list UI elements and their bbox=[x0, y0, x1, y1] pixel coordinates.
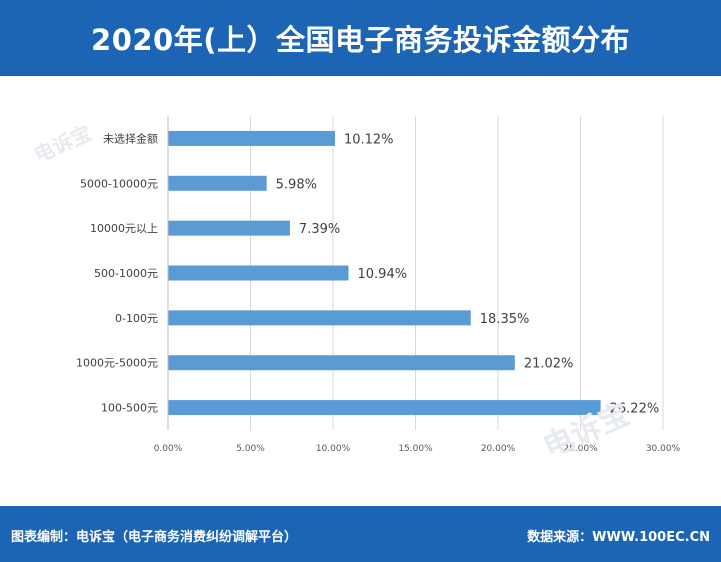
header-banner: 2020年(上）全国电子商务投诉金额分布 bbox=[0, 0, 721, 76]
x-tick-label: 15.00% bbox=[398, 444, 433, 454]
bar bbox=[168, 175, 267, 191]
category-label: 10000元以上 bbox=[90, 222, 158, 235]
data-label: 5.98% bbox=[276, 177, 317, 192]
bar bbox=[168, 355, 515, 371]
x-tick-label: 10.00% bbox=[316, 444, 351, 454]
data-label: 7.39% bbox=[299, 222, 340, 237]
category-label: 5000-10000元 bbox=[80, 177, 158, 190]
bar-chart: 0.00% 5.00% 10.00% 15.00% 20.00% 25.00% 30.00%… bbox=[76, 116, 681, 454]
bar bbox=[168, 130, 335, 146]
bar bbox=[168, 400, 601, 416]
footer-credit: 图表编制：电诉宝（电子商务消费纠纷调解平台） bbox=[11, 530, 298, 545]
bar bbox=[168, 220, 290, 236]
bar bbox=[168, 310, 471, 326]
x-tick-label: 20.00% bbox=[481, 444, 516, 454]
data-label: 10.12% bbox=[344, 132, 394, 147]
x-tick-label: 25.00% bbox=[563, 444, 598, 454]
category-label: 500-1000元 bbox=[94, 267, 158, 280]
x-tick-label: 30.00% bbox=[646, 444, 681, 454]
category-label: 0-100元 bbox=[115, 312, 158, 325]
page-title: 2020年(上）全国电子商务投诉金额分布 bbox=[91, 23, 630, 57]
data-label: 18.35% bbox=[480, 312, 530, 327]
footer-banner: 图表编制：电诉宝（电子商务消费纠纷调解平台） 数据来源：WWW.100EC.CN bbox=[0, 506, 721, 562]
x-tick-label: 0.00% bbox=[154, 444, 183, 454]
footer-source: 数据来源：WWW.100EC.CN bbox=[527, 530, 710, 545]
data-label: 10.94% bbox=[358, 267, 408, 282]
category-label: 未选择金额 bbox=[103, 131, 158, 145]
category-label: 100-500元 bbox=[101, 402, 158, 415]
data-label: 21.02% bbox=[524, 357, 574, 372]
category-label: 1000元-5000元 bbox=[76, 357, 158, 370]
bar bbox=[168, 265, 349, 281]
data-label: 26.22% bbox=[610, 402, 660, 417]
x-tick-label: 5.00% bbox=[236, 444, 265, 454]
chart-area: 0.00% 5.00% 10.00% 15.00% 20.00% 25.00% 30.00%… bbox=[0, 76, 721, 504]
